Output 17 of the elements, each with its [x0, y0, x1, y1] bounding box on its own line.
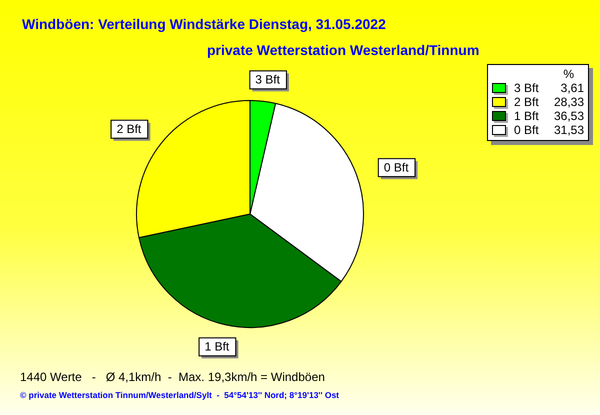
text: © private Wetterstation Tinnum/Westerland/Sylt - 54°54'13'' Nord; 8°19'13'' Ost: [20, 390, 340, 400]
legend-label: 3 Bft: [514, 81, 540, 95]
data-label: 31,53: [552, 123, 584, 137]
slice-label: 0 Bft: [384, 160, 410, 174]
chart-subtitle: private Wetterstation Westerland/Tinnum: [207, 42, 480, 58]
data-label: 36,53: [552, 109, 584, 123]
slice-label: 1 Bft: [204, 340, 230, 354]
slice-label: 3 Bft: [255, 72, 281, 87]
legend-label: 1 Bft: [514, 109, 540, 123]
text: 1440 Werte - Ø 4,1km/h - Max. 19,3km/h = Windböen: [20, 370, 325, 384]
data-label: 28,33: [552, 95, 584, 109]
data-label: 3,61: [560, 81, 584, 95]
legend-label: 2 Bft: [514, 95, 540, 109]
chart-title: Windböen: Verteilung Windstärke Dienstag, 31.05.2022: [22, 16, 386, 32]
legend-title: %: [562, 67, 575, 81]
slice-label: 2 Bft: [116, 122, 142, 136]
legend-label: 0 Bft: [514, 123, 540, 137]
